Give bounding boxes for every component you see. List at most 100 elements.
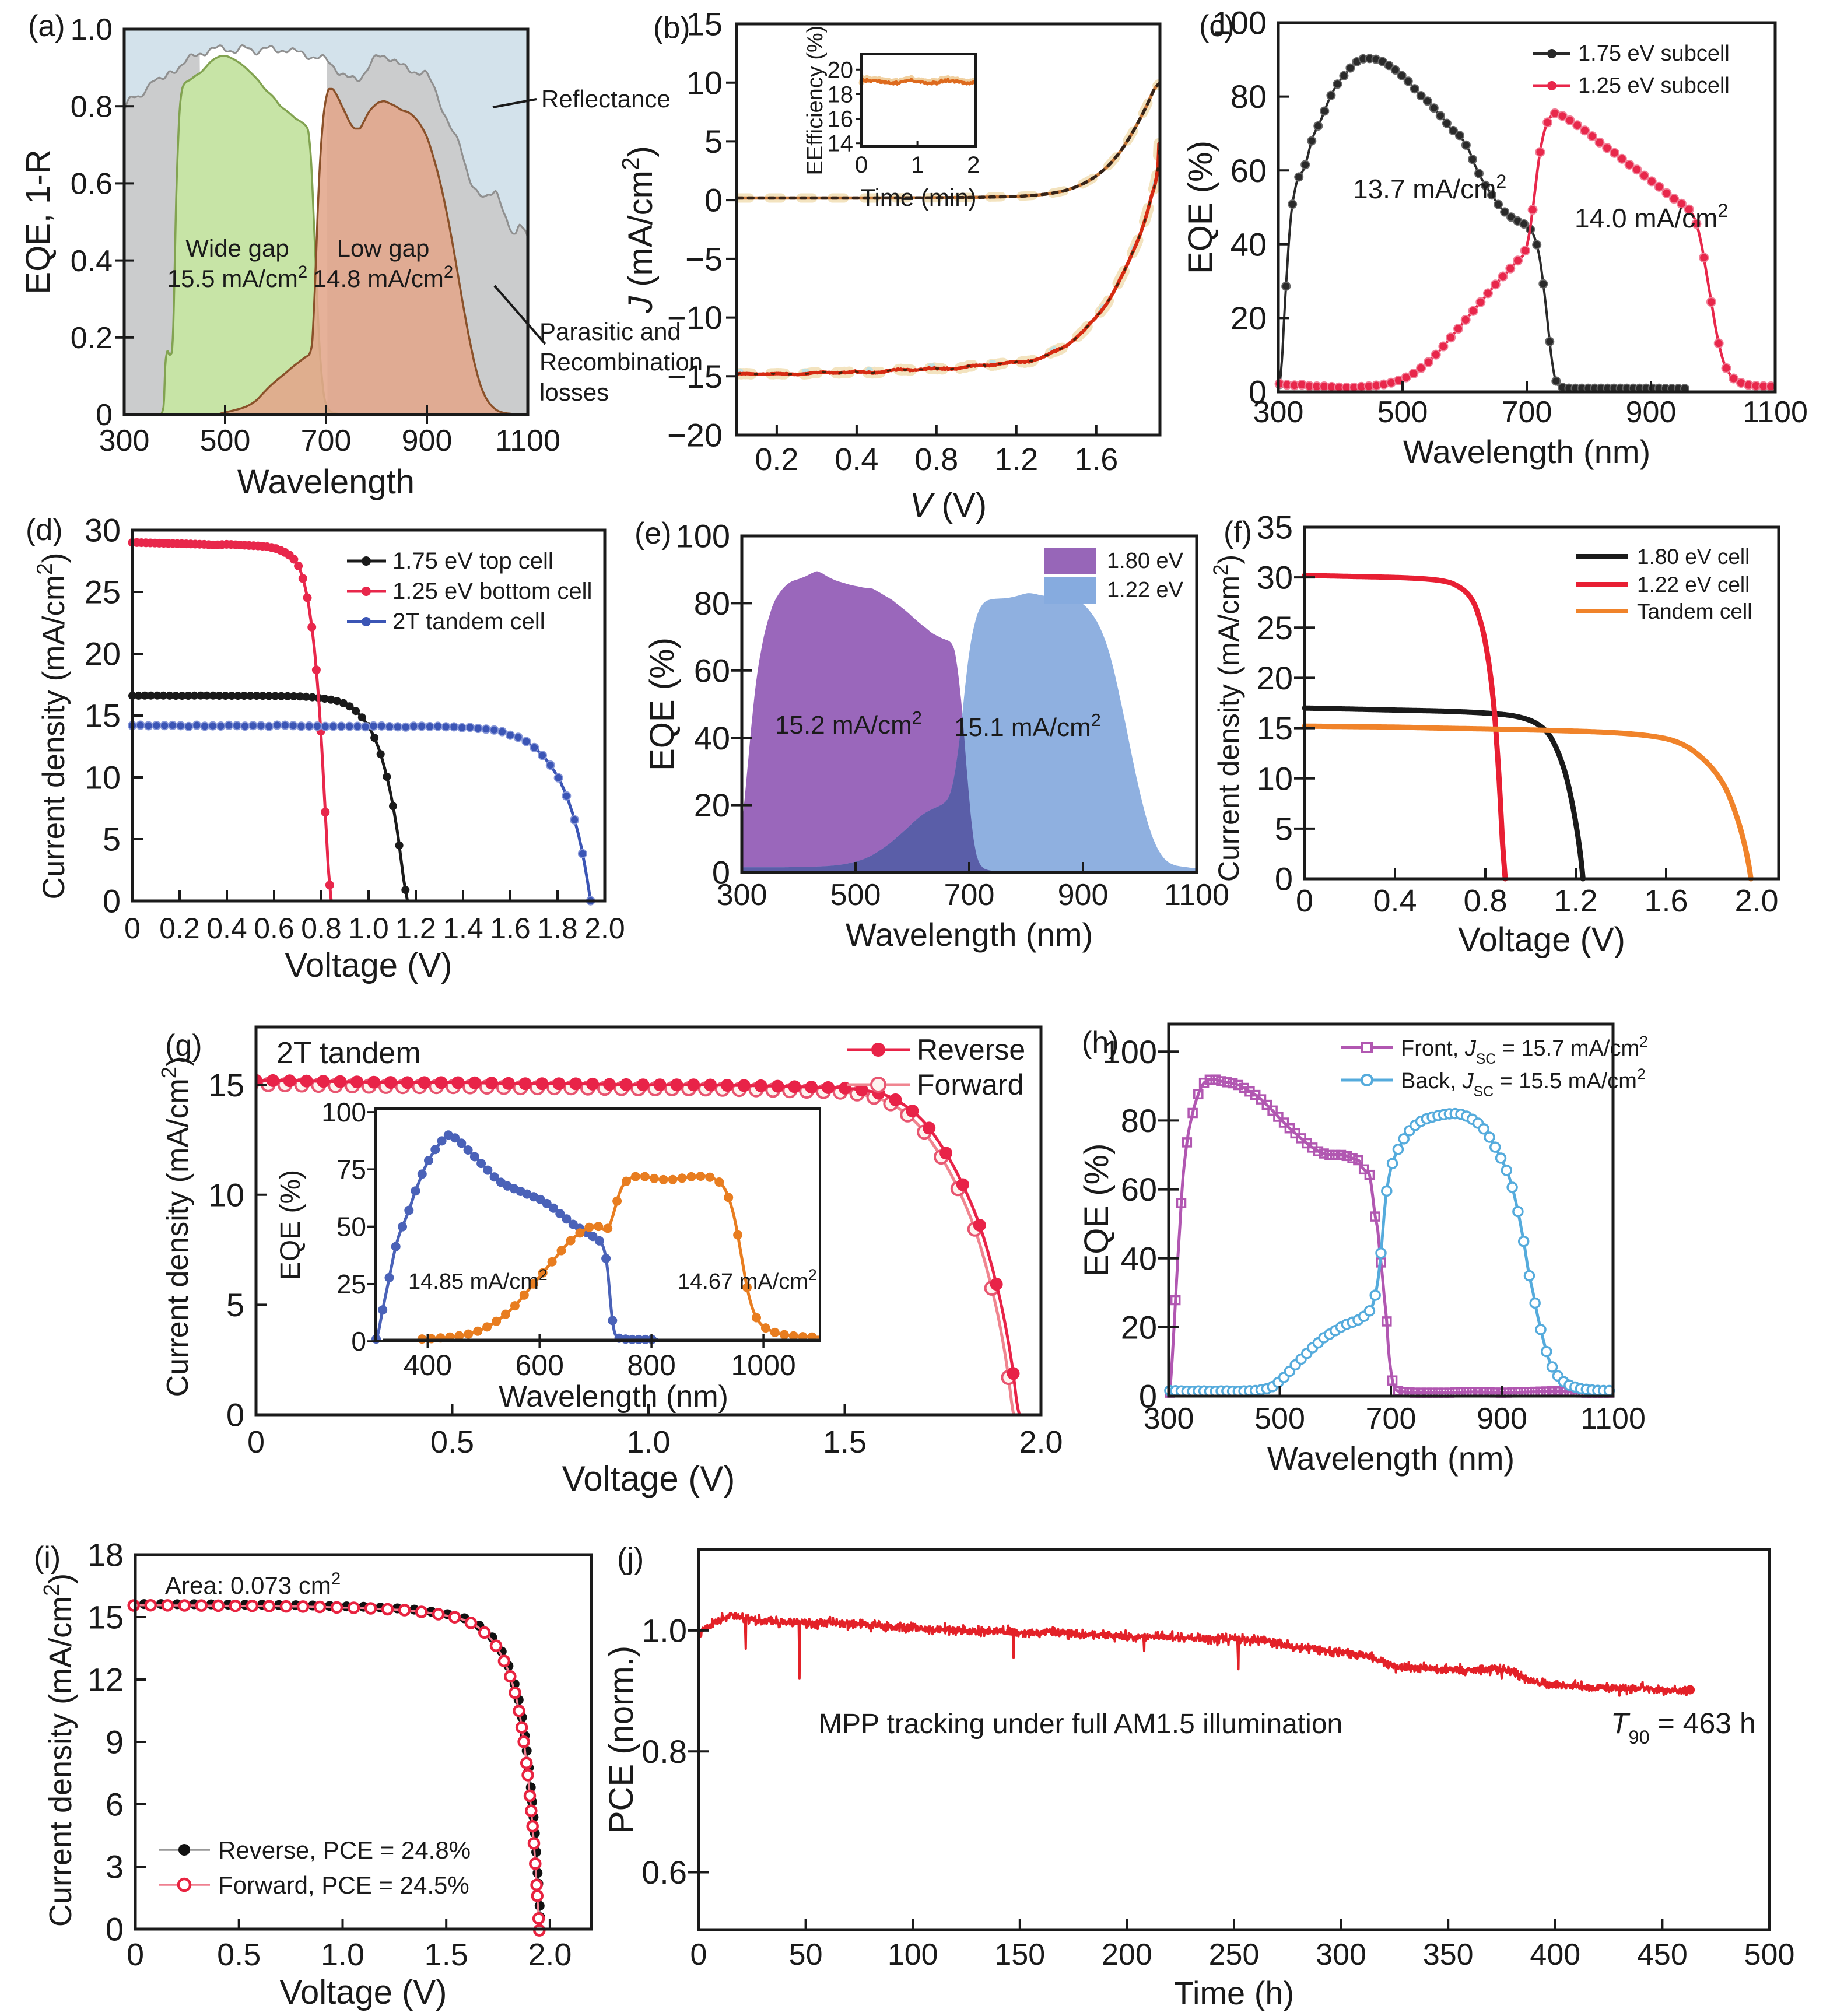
svg-text:6: 6 (106, 1786, 124, 1823)
svg-text:(f): (f) (1224, 516, 1252, 549)
svg-text:400: 400 (1530, 1938, 1580, 1972)
svg-text:0.6: 0.6 (641, 1854, 687, 1891)
svg-text:15.1 mA/cm2: 15.1 mA/cm2 (954, 710, 1101, 742)
svg-text:Front, JSC = 15.7 mA/cm2: Front, JSC = 15.7 mA/cm2 (1401, 1033, 1648, 1067)
svg-text:2.0: 2.0 (528, 1937, 572, 1972)
svg-text:1.2: 1.2 (1554, 883, 1597, 918)
svg-text:(c): (c) (1199, 9, 1235, 43)
svg-text:500: 500 (830, 878, 881, 912)
svg-text:15: 15 (87, 1599, 124, 1636)
svg-text:250: 250 (1209, 1938, 1260, 1972)
svg-text:20: 20 (1230, 300, 1267, 336)
svg-text:300: 300 (1253, 395, 1304, 429)
svg-text:500: 500 (1377, 395, 1428, 429)
svg-text:0.8: 0.8 (641, 1733, 687, 1770)
svg-text:Reverse: Reverse (917, 1033, 1025, 1066)
svg-text:35: 35 (1257, 509, 1293, 546)
svg-text:100: 100 (321, 1097, 366, 1127)
svg-text:25: 25 (1257, 609, 1293, 646)
svg-text:0: 0 (1275, 861, 1293, 897)
svg-text:(j): (j) (617, 1542, 644, 1576)
svg-text:Forward, PCE = 24.5%: Forward, PCE = 24.5% (218, 1871, 469, 1899)
svg-text:400: 400 (404, 1349, 452, 1382)
svg-text:450: 450 (1637, 1938, 1688, 1972)
svg-text:100: 100 (1103, 1033, 1157, 1070)
svg-text:Wavelength (nm): Wavelength (nm) (1403, 433, 1650, 470)
svg-text:1.0: 1.0 (348, 912, 389, 945)
svg-text:900: 900 (402, 424, 453, 458)
svg-text:13.7 mA/cm2: 13.7 mA/cm2 (1353, 171, 1506, 204)
svg-text:15.2 mA/cm2: 15.2 mA/cm2 (775, 707, 922, 740)
svg-text:0: 0 (1296, 883, 1313, 918)
svg-text:0: 0 (690, 1938, 707, 1972)
svg-text:900: 900 (1477, 1402, 1527, 1436)
svg-text:(d): (d) (26, 513, 63, 547)
svg-text:10: 10 (686, 64, 723, 101)
svg-text:0.4: 0.4 (835, 442, 878, 477)
svg-text:10: 10 (1257, 760, 1293, 797)
svg-text:500: 500 (200, 424, 251, 458)
svg-text:15: 15 (1257, 710, 1293, 746)
svg-text:Parasitic and: Parasitic and (539, 318, 681, 345)
svg-text:(i): (i) (34, 1541, 61, 1575)
svg-text:9: 9 (106, 1724, 124, 1761)
svg-text:PCE (norm.): PCE (norm.) (602, 1646, 640, 1833)
svg-text:100: 100 (1212, 5, 1267, 41)
svg-text:50: 50 (336, 1212, 366, 1242)
svg-text:20: 20 (85, 636, 121, 672)
svg-text:1.25 eV bottom cell: 1.25 eV bottom cell (392, 578, 592, 604)
svg-text:Wavelength (nm): Wavelength (nm) (846, 916, 1093, 953)
svg-text:Recombination: Recombination (539, 348, 703, 376)
svg-text:MPP tracking under full AM1.5: MPP tracking under full AM1.5 illuminati… (819, 1709, 1342, 1740)
svg-text:Current density (mA/cm2): Current density (mA/cm2) (32, 553, 71, 900)
svg-text:500: 500 (1744, 1938, 1795, 1972)
svg-text:1.2: 1.2 (395, 912, 436, 945)
svg-text:−5: −5 (685, 241, 723, 278)
svg-text:−20: −20 (667, 417, 723, 454)
svg-text:700: 700 (1502, 395, 1552, 429)
svg-text:Time (h): Time (h) (1174, 1975, 1294, 2011)
svg-text:Current density (mA/cm2): Current density (mA/cm2) (157, 1057, 195, 1397)
svg-text:0.5: 0.5 (430, 1425, 474, 1460)
svg-text:Reverse, PCE = 24.8%: Reverse, PCE = 24.8% (218, 1836, 471, 1864)
svg-text:0.4: 0.4 (206, 912, 247, 945)
svg-text:EEfficiency (%): EEfficiency (%) (803, 26, 828, 176)
svg-text:1.0: 1.0 (321, 1937, 364, 1972)
svg-text:0.6: 0.6 (71, 167, 113, 201)
svg-text:Voltage (V): Voltage (V) (280, 1973, 447, 2011)
svg-text:1100: 1100 (1164, 878, 1229, 912)
svg-text:80: 80 (1230, 78, 1267, 115)
svg-text:15: 15 (686, 6, 723, 43)
svg-text:0.4: 0.4 (71, 244, 113, 278)
svg-text:Current density (mA/cm2): Current density (mA/cm2) (40, 1573, 78, 1927)
svg-text:700: 700 (944, 878, 995, 912)
svg-text:1.75 eV subcell: 1.75 eV subcell (1578, 41, 1730, 66)
svg-text:40: 40 (694, 720, 730, 756)
svg-text:18: 18 (87, 1537, 124, 1573)
svg-text:10: 10 (85, 759, 121, 796)
svg-text:0: 0 (106, 1911, 124, 1948)
svg-text:1.25 eV subcell: 1.25 eV subcell (1578, 73, 1730, 98)
svg-text:1.80 eV: 1.80 eV (1107, 549, 1184, 573)
svg-text:Forward: Forward (917, 1068, 1023, 1101)
svg-text:EQE (%): EQE (%) (1182, 141, 1219, 274)
svg-text:Voltage (V): Voltage (V) (285, 946, 453, 984)
svg-text:150: 150 (994, 1938, 1045, 1972)
svg-text:80: 80 (694, 585, 730, 622)
svg-text:15: 15 (85, 697, 121, 734)
svg-text:Reflectance: Reflectance (541, 85, 671, 113)
svg-text:700: 700 (301, 424, 352, 458)
svg-text:5: 5 (704, 123, 723, 160)
svg-text:75: 75 (336, 1154, 366, 1184)
svg-text:350: 350 (1423, 1938, 1474, 1972)
svg-text:1100: 1100 (1580, 1402, 1646, 1436)
svg-text:1.2: 1.2 (994, 442, 1038, 477)
svg-text:0: 0 (96, 398, 113, 432)
svg-text:25: 25 (336, 1269, 366, 1299)
svg-text:Tandem cell: Tandem cell (1637, 599, 1752, 623)
svg-text:(h): (h) (1082, 1026, 1119, 1060)
svg-text:300: 300 (99, 424, 150, 458)
svg-text:60: 60 (1121, 1171, 1157, 1208)
svg-text:5: 5 (1275, 811, 1293, 847)
svg-text:(g): (g) (165, 1029, 202, 1063)
